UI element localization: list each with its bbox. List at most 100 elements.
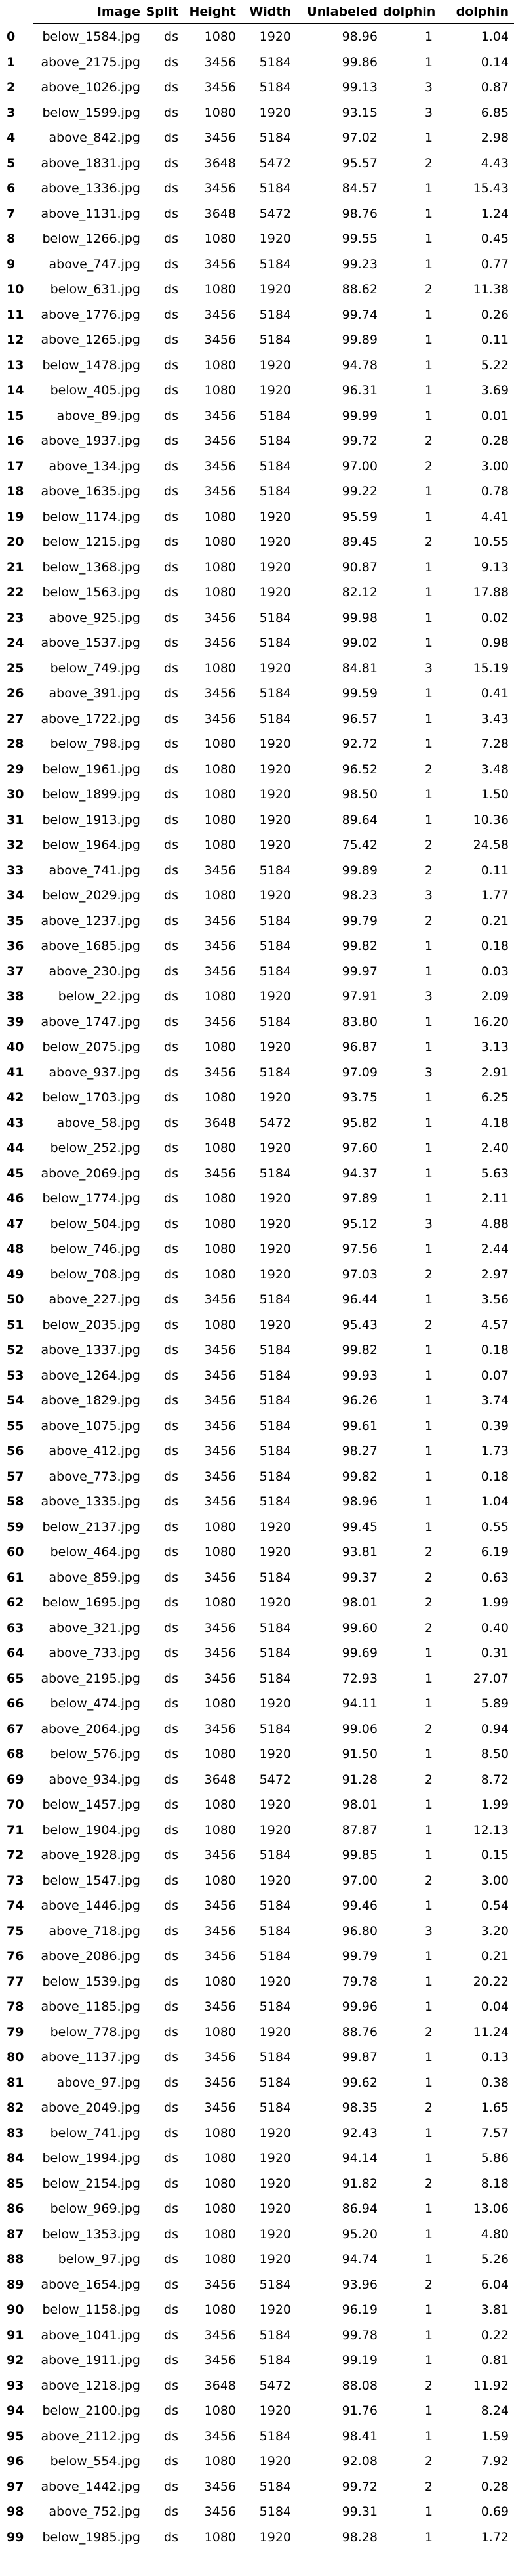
row-index: 99	[7, 2529, 24, 2545]
dolphin-percent-cell: 0.69	[481, 2504, 509, 2520]
split-cell: ds	[164, 2050, 178, 2065]
table-row: 89 above_1654.jpg ds 3456 5184 93.96 2 6.04	[0, 2272, 514, 2298]
dolphin-count-cell: 1	[424, 1797, 433, 1812]
width-cell: 5472	[259, 1772, 291, 1787]
row-index: 10	[7, 282, 24, 297]
dolphin-count-cell: 1	[424, 1242, 433, 1257]
dolphin-count-cell: 1	[424, 2302, 433, 2318]
image-cell: below_1913.jpg	[42, 812, 141, 827]
height-cell: 3456	[204, 434, 236, 449]
height-cell: 1080	[204, 989, 236, 1004]
split-cell: ds	[164, 484, 178, 499]
unlabeled-cell: 92.43	[342, 2125, 378, 2140]
table-row: 72 above_1928.jpg ds 3456 5184 99.85 1 0.15	[0, 1843, 514, 1868]
unlabeled-cell: 99.74	[342, 307, 378, 322]
height-cell: 1080	[204, 282, 236, 297]
height-cell: 1080	[204, 232, 236, 247]
unlabeled-cell: 98.96	[342, 1494, 378, 1509]
height-cell: 1080	[204, 560, 236, 575]
height-cell: 1080	[204, 787, 236, 802]
unlabeled-cell: 90.87	[342, 560, 378, 575]
row-index: 30	[7, 787, 24, 802]
dolphin-percent-cell: 1.77	[481, 888, 509, 903]
unlabeled-cell: 99.31	[342, 2504, 378, 2520]
height-cell: 3456	[204, 256, 236, 272]
dolphin-percent-cell: 1.04	[481, 1494, 509, 1509]
table-row: 83 below_741.jpg ds 1080 1920 92.43 1 7.57	[0, 2121, 514, 2146]
dolphin-count-cell: 1	[424, 585, 433, 600]
unlabeled-cell: 99.61	[342, 1418, 378, 1433]
image-cell: below_1599.jpg	[42, 105, 141, 120]
split-cell: ds	[164, 1343, 178, 1358]
dolphin-count-cell: 2	[424, 1595, 433, 1610]
dolphin-percent-cell: 6.25	[481, 1090, 509, 1105]
width-cell: 5184	[259, 307, 291, 322]
dolphin-percent-cell: 1.73	[481, 1444, 509, 1459]
table-row: 87 below_1353.jpg ds 1080 1920 95.20 1 4.80	[0, 2222, 514, 2247]
dolphin-count-cell: 1	[424, 1368, 433, 1383]
image-cell: below_741.jpg	[50, 2125, 140, 2140]
split-cell: ds	[164, 1797, 178, 1812]
dolphin-percent-cell: 0.45	[481, 232, 509, 247]
dolphin-count-cell: 1	[424, 1747, 433, 1762]
table-row: 31 below_1913.jpg ds 1080 1920 89.64 1 10.36	[0, 808, 514, 833]
header-image: Image	[33, 0, 146, 24]
split-cell: ds	[164, 2226, 178, 2241]
unlabeled-cell: 97.09	[342, 1065, 378, 1080]
table-row: 66 below_474.jpg ds 1080 1920 94.11 1 5.89	[0, 1691, 514, 1717]
width-cell: 1920	[259, 762, 291, 777]
table-row: 12 above_1265.jpg ds 3456 5184 99.89 1 0.11	[0, 327, 514, 353]
row-index: 12	[7, 333, 24, 348]
image-cell: below_1961.jpg	[42, 762, 141, 777]
table-row: 56 above_412.jpg ds 3456 5184 98.27 1 1.73	[0, 1439, 514, 1464]
split-cell: ds	[164, 1545, 178, 1560]
split-cell: ds	[164, 131, 178, 146]
width-cell: 1920	[259, 1090, 291, 1105]
row-index: 77	[7, 1974, 24, 1989]
dolphin-percent-cell: 15.43	[473, 181, 509, 196]
split-cell: ds	[164, 1999, 178, 2014]
table-row: 62 below_1695.jpg ds 1080 1920 98.01 2 1.99	[0, 1590, 514, 1616]
unlabeled-cell: 99.72	[342, 434, 378, 449]
dolphin-count-cell: 2	[424, 1267, 433, 1282]
table-row: 67 above_2064.jpg ds 3456 5184 99.06 2 0.94	[0, 1717, 514, 1742]
unlabeled-cell: 96.87	[342, 1040, 378, 1055]
dolphin-count-cell: 1	[424, 181, 433, 196]
split-cell: ds	[164, 2075, 178, 2090]
split-cell: ds	[164, 30, 178, 45]
height-cell: 3456	[204, 1620, 236, 1635]
height-cell: 1080	[204, 1090, 236, 1105]
table-row: 49 below_708.jpg ds 1080 1920 97.03 2 2.97	[0, 1262, 514, 1288]
dolphin-percent-cell: 10.55	[473, 535, 509, 550]
dolphin-percent-cell: 4.80	[481, 2226, 509, 2241]
table-row: 14 below_405.jpg ds 1080 1920 96.31 1 3.69	[0, 378, 514, 403]
image-cell: below_576.jpg	[50, 1747, 140, 1762]
dolphin-count-cell: 1	[424, 2327, 433, 2342]
height-cell: 3456	[204, 939, 236, 954]
dolphin-count-cell: 2	[424, 1772, 433, 1787]
row-index: 6	[7, 181, 16, 196]
dolphin-percent-cell: 2.11	[481, 1191, 509, 1206]
table-row: 68 below_576.jpg ds 1080 1920 91.50 1 8.50	[0, 1742, 514, 1767]
split-cell: ds	[164, 1014, 178, 1029]
width-cell: 5184	[259, 1014, 291, 1029]
row-index: 31	[7, 812, 24, 827]
height-cell: 3456	[204, 80, 236, 95]
image-cell: above_1336.jpg	[41, 181, 140, 196]
unlabeled-cell: 88.08	[342, 2378, 378, 2393]
image-cell: above_1335.jpg	[41, 1494, 140, 1509]
image-cell: below_708.jpg	[50, 1267, 140, 1282]
split-cell: ds	[164, 787, 178, 802]
height-cell: 3456	[204, 307, 236, 322]
image-cell: above_1747.jpg	[41, 1014, 140, 1029]
height-cell: 3456	[204, 2353, 236, 2368]
table-row: 11 above_1776.jpg ds 3456 5184 99.74 1 0.26	[0, 302, 514, 328]
row-index: 92	[7, 2353, 24, 2368]
dolphin-count-cell: 2	[424, 2454, 433, 2469]
row-index: 76	[7, 1949, 24, 1964]
image-cell: below_2035.jpg	[42, 1317, 141, 1332]
height-cell: 1080	[204, 1141, 236, 1156]
height-cell: 3456	[204, 1469, 236, 1484]
dolphin-count-cell: 1	[424, 1469, 433, 1484]
